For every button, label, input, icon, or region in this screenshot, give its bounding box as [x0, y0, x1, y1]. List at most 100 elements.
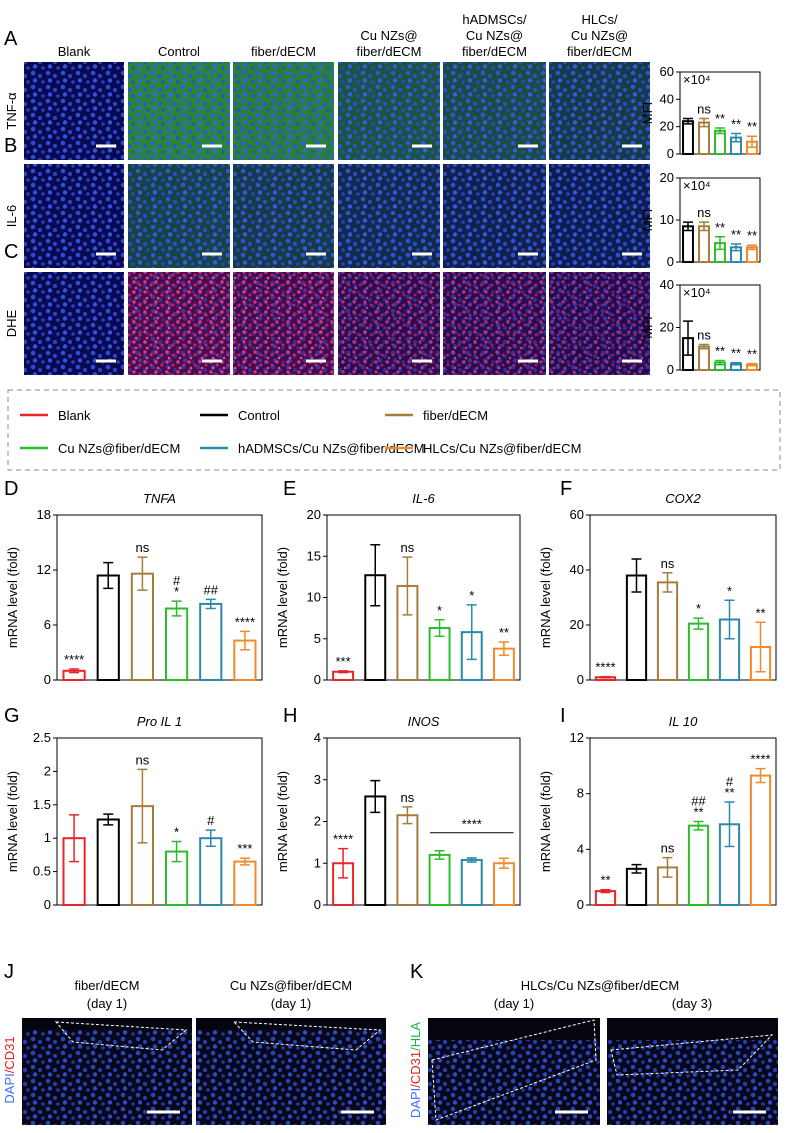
micrograph — [24, 62, 124, 160]
y-tick-label: 10 — [307, 590, 321, 605]
bar — [96, 818, 120, 906]
significance-label: ns — [401, 540, 415, 555]
y-axis-label: mRNA level (fold) — [538, 547, 553, 648]
y-tick-label: 0 — [667, 362, 674, 377]
micrograph — [22, 1018, 192, 1125]
error-bar — [205, 829, 216, 847]
image-title: (day 1) — [494, 996, 534, 1011]
panel-label: D — [4, 478, 18, 500]
image-nuclei — [233, 62, 334, 160]
significance-label: # — [726, 774, 734, 789]
bar — [698, 345, 710, 371]
image-dhe — [443, 272, 546, 375]
error-bar — [402, 806, 413, 825]
micrograph — [549, 164, 650, 268]
axis-multiplier: ×10⁴ — [683, 178, 711, 193]
error-bar — [699, 221, 709, 232]
image-title: (day 3) — [672, 996, 712, 1011]
row-label: DHE — [4, 309, 19, 337]
image-nuclei — [338, 62, 440, 160]
y-tick-label: 40 — [660, 91, 674, 106]
significance-label: ** — [747, 228, 757, 243]
error-bar — [693, 617, 704, 630]
error-bar — [498, 641, 509, 656]
micrograph — [549, 62, 650, 160]
y-tick-label: 18 — [37, 507, 51, 522]
column-header: HLCs/ — [581, 12, 618, 27]
error-bar — [600, 675, 611, 679]
micrograph — [443, 272, 546, 375]
significance-label: ** — [731, 117, 741, 132]
y-axis-label: MFI — [640, 102, 655, 124]
stain-part: DAPI — [2, 1073, 17, 1103]
bar — [749, 774, 772, 907]
y-tick-label: 40 — [570, 562, 584, 577]
bracket-label: **** — [462, 817, 482, 832]
micrograph — [443, 62, 546, 160]
error-bar — [683, 320, 693, 356]
region-outline — [232, 1021, 382, 1051]
image-title: (day 1) — [271, 996, 311, 1011]
micrograph — [24, 164, 124, 268]
error-bar — [69, 814, 80, 863]
micrograph — [607, 1018, 778, 1125]
chart-title: COX2 — [665, 491, 701, 506]
y-tick-label: 0 — [44, 672, 51, 687]
y-tick-label: 0.5 — [33, 864, 51, 879]
significance-label: ## — [204, 582, 219, 597]
significance-label: * — [174, 825, 179, 840]
panel-label: K — [410, 961, 424, 983]
significance-label: ns — [136, 540, 150, 555]
image-dark-region — [22, 1018, 192, 1030]
stain-part: /CD31 — [2, 1036, 17, 1073]
region-outline — [54, 1021, 188, 1051]
legend-label: Cu NZs@fiber/dECM — [58, 441, 180, 456]
error-bar — [693, 820, 704, 831]
panel-label: J — [4, 961, 14, 983]
error-bar — [731, 243, 741, 252]
significance-label: ** — [715, 343, 725, 358]
error-bar — [747, 362, 757, 367]
significance-label: * — [174, 584, 179, 599]
y-tick-label: 0 — [577, 672, 584, 687]
bar — [492, 862, 515, 906]
bar — [625, 867, 648, 906]
micrograph — [233, 272, 334, 375]
error-bar — [69, 668, 80, 674]
y-tick-label: 6 — [44, 617, 51, 632]
error-bar — [699, 343, 709, 350]
y-tick-label: 20 — [570, 617, 584, 632]
error-bar — [715, 236, 725, 251]
error-bar — [631, 558, 642, 593]
error-bar — [683, 221, 693, 232]
image-nuclei — [443, 164, 546, 268]
y-tick-label: 20 — [307, 507, 321, 522]
image-nuclei — [196, 1018, 386, 1125]
micrograph — [233, 164, 334, 268]
error-bar — [715, 359, 725, 366]
y-tick-label: 0 — [667, 146, 674, 161]
y-axis-label: MFI — [640, 209, 655, 231]
stain-part: /HLA — [408, 1022, 423, 1051]
bar — [96, 574, 120, 681]
bar — [656, 581, 679, 681]
y-tick-label: 4 — [577, 841, 584, 856]
y-axis-label: mRNA level (fold) — [275, 547, 290, 648]
image-dhe — [549, 272, 650, 375]
axis-multiplier: ×10⁴ — [683, 72, 711, 87]
image-title: (day 1) — [87, 996, 127, 1011]
error-bar — [498, 857, 509, 870]
bar — [199, 602, 223, 682]
error-bar — [171, 600, 182, 617]
row-label: IL-6 — [4, 205, 19, 227]
panel-label: H — [283, 705, 297, 727]
error-bar — [466, 604, 477, 661]
y-axis-label: mRNA level (fold) — [5, 547, 20, 648]
error-bar — [434, 849, 445, 860]
axis-multiplier: ×10⁴ — [683, 285, 711, 300]
significance-label: *** — [335, 654, 350, 669]
y-tick-label: 0 — [577, 897, 584, 912]
y-tick-label: 20 — [660, 170, 674, 185]
image-nuclei — [128, 164, 230, 268]
y-tick-label: 8 — [577, 786, 584, 801]
